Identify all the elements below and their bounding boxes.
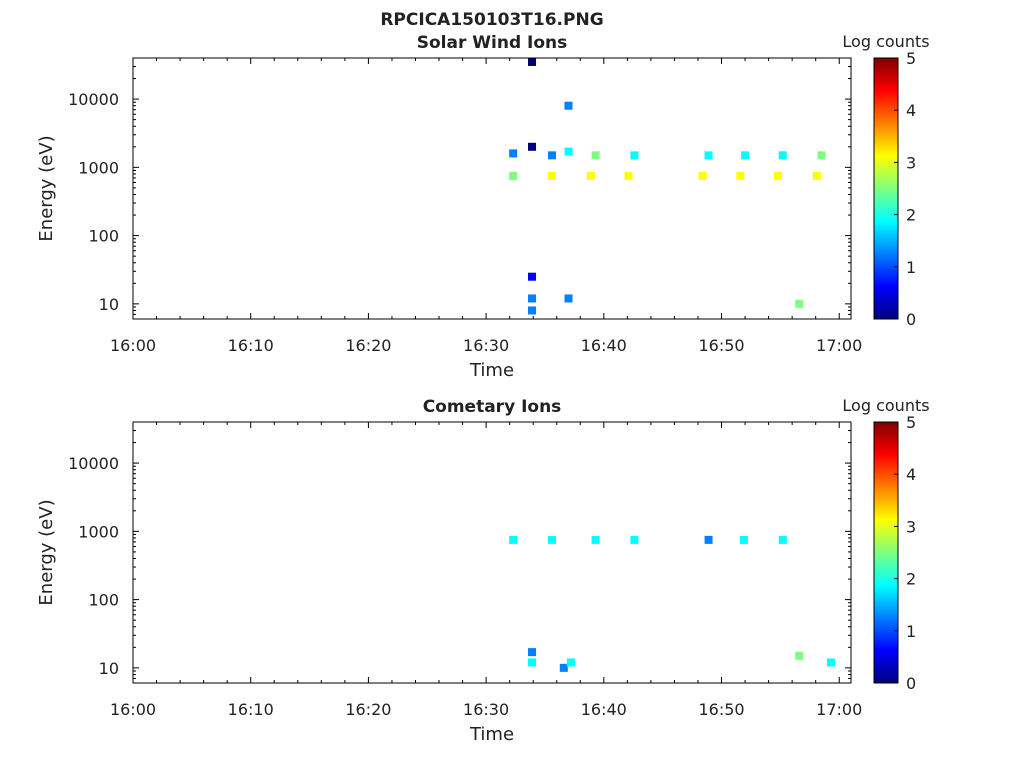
spectrogram-cell [548,171,557,180]
x-tick-label: 16:40 [581,700,627,719]
spectrogram-cell [630,151,639,160]
colorbar-tick-label: 5 [906,413,916,432]
colorbar-gradient [873,421,899,684]
spectrogram-cell [528,648,537,657]
spectrogram-cell [812,171,821,180]
x-tick-label: 16:30 [463,336,509,355]
spectrogram-cell [528,272,537,281]
spectrogram-cell [630,535,639,544]
spectrogram-cell [704,535,713,544]
colorbar-tick-label: 4 [906,101,916,120]
colorbar-tick-label: 1 [906,622,916,641]
spectrogram-cell [591,535,600,544]
colorbar-tick-label: 4 [906,465,916,484]
spectrogram-cells [509,57,826,315]
y-tick-label: 100 [88,227,119,246]
colorbar: 0 1 2 3 4 5 [873,413,916,693]
plot-frame [132,421,852,684]
x-axis-ticks: 16:00 16:10 16:20 16:30 16:40 16:50 17:00 [110,58,862,355]
x-tick-label: 17:00 [816,700,862,719]
x-tick-label: 16:30 [463,700,509,719]
x-axis-label: Time [469,724,514,745]
spectrogram-cell [564,294,573,303]
cometary-panel: Cometary Ions 16:00 16:10 16:20 16:30 16:40 1… [36,396,930,745]
plot-frame [132,57,852,320]
spectrogram-cell [559,663,568,672]
x-tick-label: 17:00 [816,336,862,355]
colorbar-label: Log counts [842,396,929,415]
x-tick-label: 16:20 [345,336,391,355]
spectrogram-cell [795,299,804,308]
panel-title: Solar Wind Ions [417,33,568,53]
x-tick-label: 16:50 [698,700,744,719]
colorbar-tick-label: 2 [906,570,916,589]
spectrogram-cell [528,658,537,667]
colorbar-label: Log counts [842,32,929,51]
y-axis-ticks: 10 100 1000 10000 [68,421,851,684]
spectrogram-cell [564,101,573,110]
y-tick-label: 10 [99,659,119,678]
y-tick-label: 100 [88,591,119,610]
panel-title: Cometary Ions [423,397,562,417]
x-tick-label: 16:40 [581,336,627,355]
y-tick-label: 1000 [78,158,119,177]
y-tick-label: 10 [99,295,119,314]
spectrogram-cell [698,171,707,180]
spectrogram-cells [509,535,835,672]
x-tick-label: 16:10 [228,700,274,719]
x-axis-label: Time [469,360,514,381]
y-axis-label: Energy (eV) [36,135,57,241]
colorbar-tick-label: 5 [906,49,916,68]
x-tick-label: 16:00 [110,700,156,719]
spectrogram-cell [704,151,713,160]
spectrogram-cell [591,151,600,160]
spectrogram-cell [741,151,750,160]
spectrogram-cell [548,535,557,544]
y-tick-label: 10000 [68,90,119,109]
spectrogram-cell [509,171,518,180]
spectrogram-cell [509,535,518,544]
colorbar-gradient [873,57,899,320]
spectrogram-cell [795,651,804,660]
y-tick-label: 1000 [78,522,119,541]
y-axis-label: Energy (eV) [36,499,57,605]
colorbar-tick-label: 2 [906,206,916,225]
spectrogram-cell [566,658,575,667]
spectrogram-cell [586,171,595,180]
figure-file-title: RPCICA150103T16.PNG [380,10,603,30]
spectrogram-cell [528,306,537,315]
colorbar-tick-label: 1 [906,258,916,277]
colorbar-tick-label: 0 [906,674,916,693]
colorbar-tick-label: 0 [906,310,916,329]
x-tick-label: 16:50 [698,336,744,355]
spectrogram-cell [826,658,835,667]
x-tick-label: 16:10 [228,336,274,355]
spectrogram-cell [528,57,537,66]
x-axis-ticks: 16:00 16:10 16:20 16:30 16:40 16:50 17:00 [110,422,862,719]
y-axis-ticks: 10 100 1000 10000 [68,57,851,320]
spectrogram-cell [548,151,557,160]
colorbar-tick-label: 3 [906,517,916,536]
colorbar: 0 1 2 3 4 5 [873,49,916,329]
x-tick-label: 16:00 [110,336,156,355]
spectrogram-cell [528,142,537,151]
spectrogram-cell [778,151,787,160]
spectrogram-cell [564,147,573,156]
spectrogram-cell [528,294,537,303]
spectrogram-cell [817,151,826,160]
spectrogram-cell [774,171,783,180]
colorbar-tick-label: 3 [906,153,916,172]
spectrogram-cell [736,171,745,180]
spectrogram-cell [739,535,748,544]
spectrogram-cell [778,535,787,544]
spectrogram-cell [624,171,633,180]
solar-wind-panel: Solar Wind Ions 16:00 16:10 16:20 16:30 16:4… [36,32,930,381]
x-tick-label: 16:20 [345,700,391,719]
spectrogram-cell [509,149,518,158]
y-tick-label: 10000 [68,454,119,473]
